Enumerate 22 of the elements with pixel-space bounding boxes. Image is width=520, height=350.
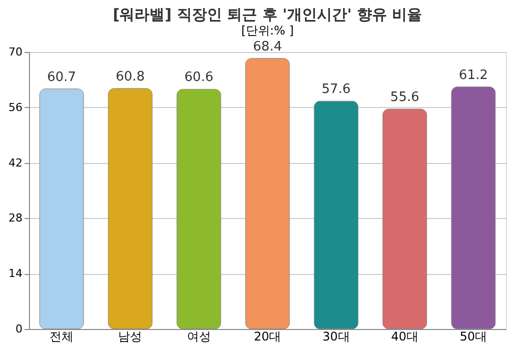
- data-label: 60.7: [47, 70, 76, 85]
- y-tick-label: 28: [8, 212, 22, 225]
- data-label: 57.6: [322, 82, 351, 98]
- data-label: 60.6: [184, 70, 214, 86]
- y-tick-label: 70: [8, 46, 22, 58]
- data-label: 68.4: [253, 39, 282, 54]
- chart-title: [워라밸] 직장인 퇴근 후 '개인시간' 향유 비율: [112, 5, 422, 24]
- x-tick-label: 40대: [391, 330, 418, 344]
- data-label: 55.6: [390, 90, 420, 105]
- x-tick-label: 전체: [50, 330, 74, 344]
- y-tick-label: 56: [8, 100, 22, 114]
- chart-subtitle: [단위:% ]: [241, 23, 294, 38]
- y-tick-label: 14: [8, 267, 22, 280]
- x-tick-label: 30대: [322, 330, 350, 344]
- data-label: 60.8: [116, 69, 145, 84]
- x-tick-label: 20대: [254, 330, 282, 344]
- y-tick-label: 42: [8, 156, 22, 170]
- y-tick-label: 0: [16, 322, 22, 336]
- x-tick-label: 여성: [186, 330, 211, 344]
- data-label: 61.2: [458, 68, 488, 83]
- x-tick-label: 남성: [118, 330, 142, 344]
- x-tick-label: 50대: [460, 330, 488, 344]
